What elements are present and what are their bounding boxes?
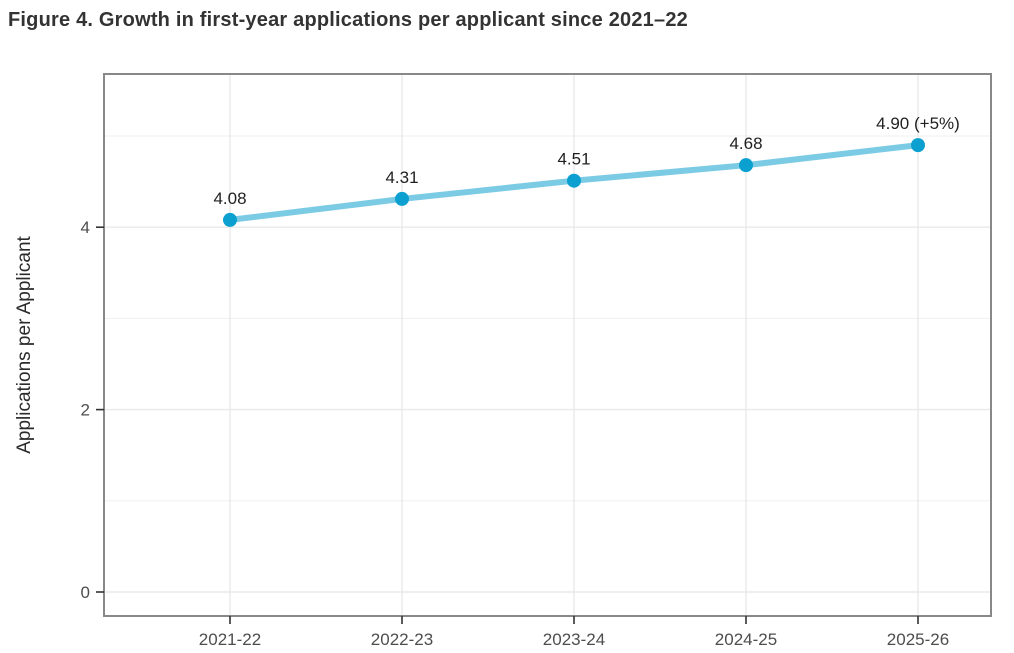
data-point-label: 4.68: [729, 134, 762, 153]
data-point-label: 4.31: [385, 168, 418, 187]
data-point-label: 4.08: [213, 189, 246, 208]
data-point: [223, 212, 237, 227]
data-point: [911, 138, 925, 153]
x-tick-label: 2025-26: [887, 630, 949, 649]
y-tick-label: 4: [81, 218, 90, 237]
data-point-label: 4.51: [557, 150, 590, 169]
y-tick-label: 2: [81, 401, 90, 420]
figure-title: Figure 4. Growth in first-year applicati…: [8, 9, 688, 31]
x-tick-label: 2024-25: [715, 630, 777, 649]
data-point: [739, 158, 753, 173]
x-tick-label: 2021-22: [199, 630, 261, 649]
data-point: [395, 191, 409, 206]
y-axis-title: Applications per Applicant: [14, 235, 35, 453]
data-point-label: 4.90 (+5%): [876, 114, 960, 133]
y-tick-label: 0: [81, 583, 90, 602]
x-tick-label: 2023-24: [543, 630, 605, 649]
data-point: [567, 173, 581, 188]
x-tick-label: 2022-23: [371, 630, 433, 649]
panel-border: [103, 73, 992, 617]
